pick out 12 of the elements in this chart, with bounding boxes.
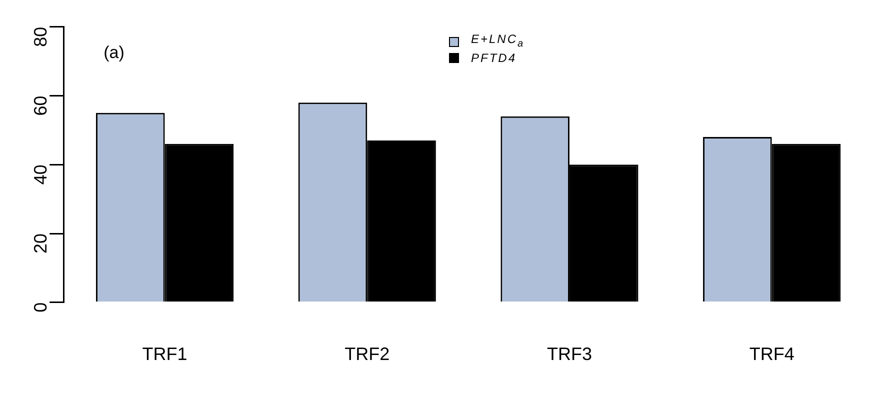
y-tick-label: 0 xyxy=(30,302,51,312)
annotation: (a) xyxy=(104,42,124,62)
x-tick-label: TRF1 xyxy=(142,344,188,364)
x-tick-label: TRF2 xyxy=(344,344,390,364)
x-tick-label: TRF3 xyxy=(546,344,592,364)
y-tick-label: 80 xyxy=(30,26,51,47)
legend-label: E+LNC$_{a}$ xyxy=(471,32,525,52)
y-tick-label: 40 xyxy=(30,164,51,185)
legend-label: PFTD4 xyxy=(471,51,517,66)
y-tick-label: 20 xyxy=(30,234,51,254)
x-tick-label: TRF4 xyxy=(749,344,794,364)
y-tick-label: 60 xyxy=(30,96,51,116)
